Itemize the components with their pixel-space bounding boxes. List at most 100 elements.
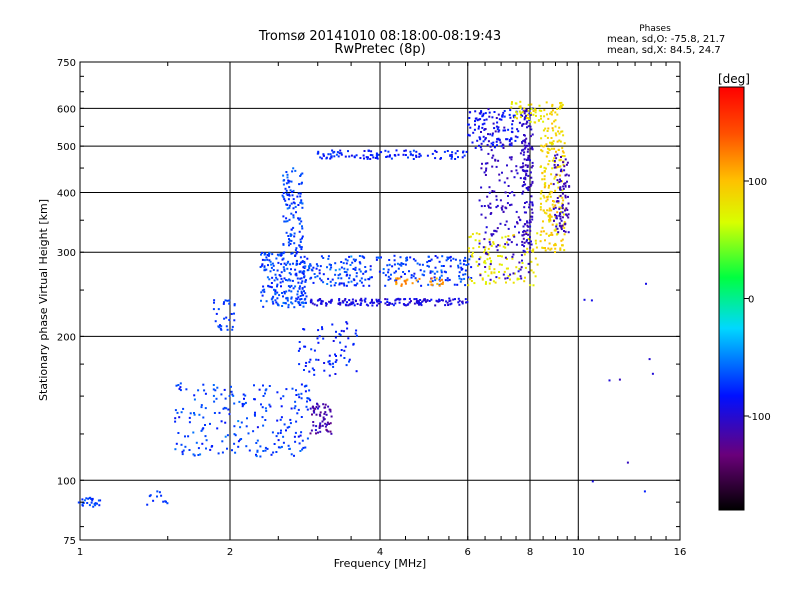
data-point (443, 270, 446, 273)
data-point (397, 297, 400, 300)
data-point (487, 247, 490, 250)
data-point (337, 302, 340, 305)
data-point (498, 129, 501, 132)
data-point (493, 190, 496, 193)
data-point (531, 211, 534, 214)
data-point (272, 451, 275, 454)
data-point (289, 233, 292, 236)
x-tick-label-6: 6 (465, 547, 471, 558)
data-point (264, 449, 267, 452)
data-point (409, 150, 412, 153)
data-point (496, 249, 499, 252)
data-point (261, 294, 264, 297)
phases-o-line: mean, sd,O: -75.8, 21.7 (607, 34, 725, 45)
data-point (436, 282, 439, 285)
data-point (429, 259, 432, 262)
data-point (359, 298, 362, 301)
data-point (521, 141, 523, 144)
data-point (222, 302, 225, 305)
data-point (156, 495, 158, 498)
data-point (513, 272, 516, 275)
data-point (566, 180, 568, 183)
data-point (484, 231, 487, 234)
data-point (298, 244, 301, 247)
data-point (231, 328, 234, 331)
data-point (523, 233, 526, 236)
data-point (564, 185, 567, 188)
data-point (552, 140, 555, 143)
data-point (554, 119, 557, 122)
data-point (530, 195, 533, 198)
data-point (554, 175, 557, 178)
data-point (275, 451, 278, 453)
data-point (91, 499, 94, 502)
data-point (363, 150, 366, 152)
data-point (86, 502, 89, 504)
data-point (83, 499, 86, 502)
data-point (522, 153, 525, 156)
data-point (221, 451, 224, 454)
data-point (279, 418, 282, 421)
data-point (420, 304, 423, 307)
data-point (491, 134, 494, 137)
data-point (524, 183, 527, 186)
data-point (278, 294, 281, 297)
colorbar-tick-label--100: -100 (748, 412, 771, 423)
data-point (393, 263, 396, 266)
data-point (542, 129, 545, 132)
data-point (440, 274, 443, 277)
data-point (370, 276, 373, 279)
data-point (334, 373, 337, 375)
data-point (478, 199, 481, 202)
data-point (529, 171, 532, 174)
data-point (523, 118, 526, 121)
data-point (301, 448, 304, 451)
data-point (414, 277, 417, 280)
data-point (338, 302, 341, 304)
data-point (528, 158, 531, 161)
data-point (527, 225, 530, 228)
data-point (193, 454, 196, 457)
data-point (195, 441, 198, 444)
data-point (467, 123, 470, 126)
data-point (204, 392, 207, 395)
data-point (283, 220, 286, 223)
data-point (313, 273, 316, 275)
data-point (498, 173, 501, 176)
data-point (459, 280, 462, 283)
data-point (524, 164, 527, 167)
data-point (403, 149, 406, 152)
data-point (514, 225, 516, 228)
data-point (328, 300, 331, 303)
data-point (551, 203, 554, 206)
data-point (320, 157, 323, 160)
data-point (527, 242, 530, 245)
data-point (514, 135, 517, 138)
data-point (508, 238, 511, 241)
data-point (445, 271, 447, 274)
data-point (494, 229, 497, 232)
data-point (415, 154, 418, 157)
data-point (564, 209, 566, 212)
data-point (558, 181, 561, 183)
data-point (534, 111, 537, 114)
data-point (496, 227, 499, 230)
data-point (523, 206, 526, 209)
data-point (496, 204, 499, 207)
data-point (284, 199, 287, 202)
data-point (542, 145, 545, 148)
data-point (395, 277, 398, 280)
data-point (303, 285, 306, 288)
data-point (369, 302, 372, 304)
data-point (224, 299, 227, 302)
data-point (306, 408, 309, 411)
data-point (292, 189, 295, 192)
data-point (553, 120, 556, 123)
data-point (330, 415, 333, 418)
data-point (423, 298, 426, 301)
data-point (527, 103, 530, 106)
data-point (531, 218, 534, 221)
data-point (287, 285, 290, 288)
data-point (543, 186, 546, 189)
data-point (311, 367, 314, 370)
